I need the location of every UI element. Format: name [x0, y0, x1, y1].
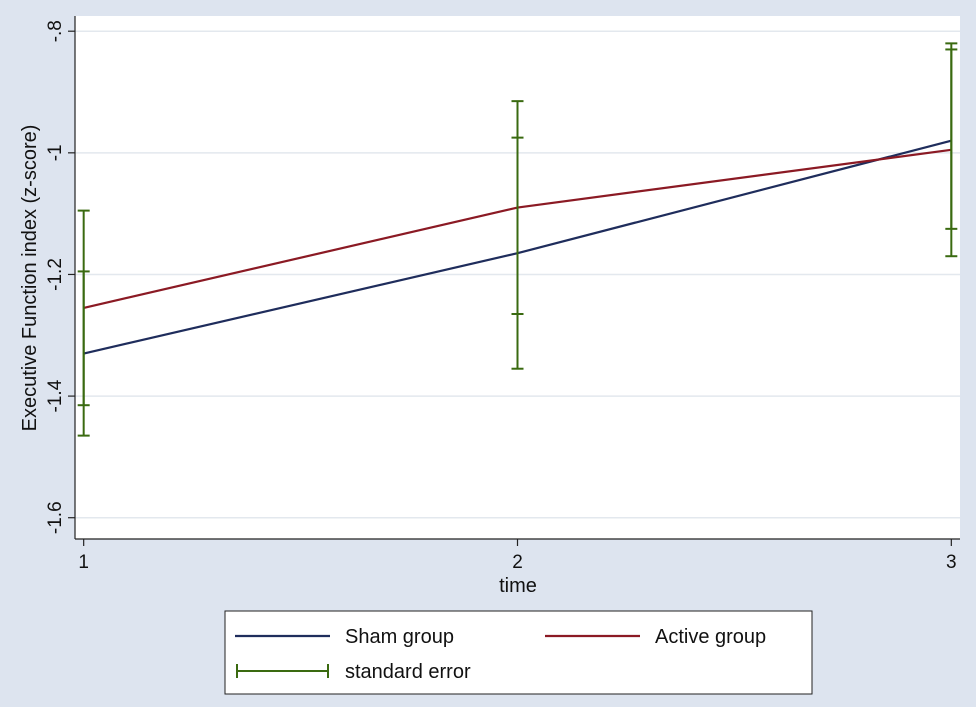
y-axis-title: Executive Function index (z-score)	[19, 125, 41, 432]
y-ticks: -1.6 -1.4 -1.2 -1 -.8	[45, 20, 75, 534]
x-tick-label: 1	[78, 552, 89, 573]
y-tick-label: -1.2	[45, 258, 66, 291]
y-tick-label: -.8	[45, 20, 66, 42]
legend: Sham group Active group standard error	[224, 610, 813, 695]
legend-label-sham: Sham group	[345, 626, 454, 648]
legend-swatch-standard-error	[236, 664, 329, 678]
x-ticks: 1 2 3	[78, 539, 957, 573]
x-tick-label: 2	[512, 552, 523, 573]
error-bars	[77, 42, 958, 437]
x-tick-label: 3	[946, 552, 957, 573]
legend-box	[224, 610, 813, 695]
y-tick-label: -1.4	[45, 379, 66, 412]
legend-label-standard-error: standard error	[345, 661, 471, 683]
legend-label-active: Active group	[655, 626, 766, 648]
x-axis-title: time	[499, 575, 537, 597]
y-tick-label: -1.6	[45, 501, 66, 534]
y-tick-label: -1	[45, 144, 66, 161]
